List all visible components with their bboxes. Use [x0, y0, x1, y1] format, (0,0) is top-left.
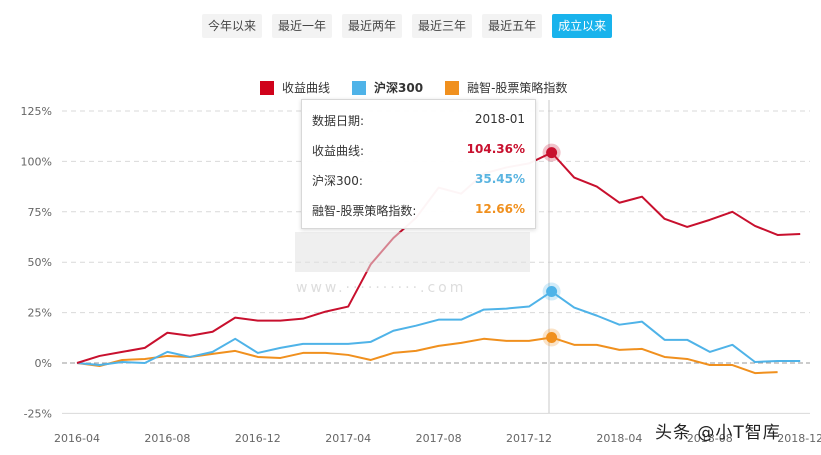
- y-axis: 125% 100% 75% 50% 25% 0% -25%: [21, 105, 52, 420]
- blurred-watermark: [295, 232, 530, 272]
- tooltip-date-value: 2018-01: [474, 112, 525, 126]
- x-tick-label: 2018-12: [777, 432, 821, 445]
- legend-swatch-red: [260, 80, 274, 95]
- data-point-marker: [546, 331, 558, 343]
- y-tick-label: 125%: [21, 105, 52, 118]
- tooltip-label: 融智-股票策略指数:: [312, 204, 417, 218]
- y-tick-label: 100%: [21, 155, 52, 168]
- blurred-watermark-text: www.··········.com: [296, 280, 467, 296]
- legend-swatch-blue: [352, 80, 367, 95]
- legend-item-strategy-index[interactable]: 融智-股票策略指数: [445, 79, 567, 96]
- legend-item-return-curve[interactable]: 收益曲线: [260, 79, 330, 96]
- tooltip-value: 104.36%: [466, 142, 525, 156]
- range-button-1y[interactable]: 最近一年: [272, 14, 333, 38]
- tooltip-row-strategy: 融智-股票策略指数: 12.66%: [312, 202, 525, 219]
- range-button-3y[interactable]: 最近三年: [412, 14, 473, 38]
- x-tick-label: 2018-04: [596, 432, 642, 445]
- x-axis: 2016-04 2016-08 2016-12 2017-04 2017-08 2017-…: [54, 432, 821, 445]
- x-tick-label: 2016-04: [54, 432, 100, 445]
- y-tick-label: 0%: [35, 357, 52, 370]
- tooltip-date-label: 数据日期:: [312, 114, 365, 128]
- data-point-marker: [546, 286, 558, 298]
- chart-legend: 收益曲线 沪深300 融智-股票策略指数: [260, 79, 567, 96]
- y-tick-label: 25%: [28, 307, 52, 320]
- legend-item-csi300[interactable]: 沪深300: [352, 79, 423, 96]
- range-button-ytd[interactable]: 今年以来: [202, 14, 263, 38]
- y-tick-label: 75%: [28, 206, 52, 219]
- tooltip-row-csi300: 沪深300: 35.45%: [312, 172, 525, 189]
- x-tick-label: 2016-08: [144, 432, 190, 445]
- tooltip-row-return: 收益曲线: 104.36%: [312, 142, 525, 159]
- y-tick-label: 50%: [28, 256, 52, 269]
- range-button-2y[interactable]: 最近两年: [342, 14, 403, 38]
- tooltip-value: 12.66%: [475, 202, 525, 216]
- legend-label: 收益曲线: [282, 81, 331, 95]
- x-tick-label: 2017-04: [325, 432, 371, 445]
- x-tick-label: 2016-12: [235, 432, 281, 445]
- legend-swatch-orange: [445, 80, 460, 95]
- tooltip-value: 35.45%: [475, 172, 525, 186]
- tooltip-date-row: 数据日期: 2018-01: [312, 112, 525, 129]
- time-range-selector: 今年以来 最近一年 最近两年 最近三年 最近五年 成立以来: [202, 14, 613, 38]
- source-watermark: 头条 @小T智库: [655, 423, 781, 443]
- legend-label: 融智-股票策略指数: [467, 81, 568, 95]
- legend-label: 沪深300: [374, 81, 424, 95]
- range-button-since-inception[interactable]: 成立以来: [552, 14, 613, 38]
- tooltip-label: 收益曲线:: [312, 144, 365, 158]
- x-tick-label: 2018-08: [687, 432, 733, 445]
- x-tick-label: 2017-08: [416, 432, 462, 445]
- series-line: [76, 290, 801, 367]
- hover-markers: [542, 143, 561, 347]
- y-tick-label: -25%: [24, 407, 52, 420]
- tooltip-label: 沪深300:: [312, 174, 363, 188]
- chart-tooltip: 数据日期: 2018-01 收益曲线: 104.36% 沪深300: 35.45…: [301, 99, 536, 229]
- data-point-marker: [546, 147, 558, 159]
- x-tick-label: 2017-12: [506, 432, 552, 445]
- range-button-5y[interactable]: 最近五年: [482, 14, 543, 38]
